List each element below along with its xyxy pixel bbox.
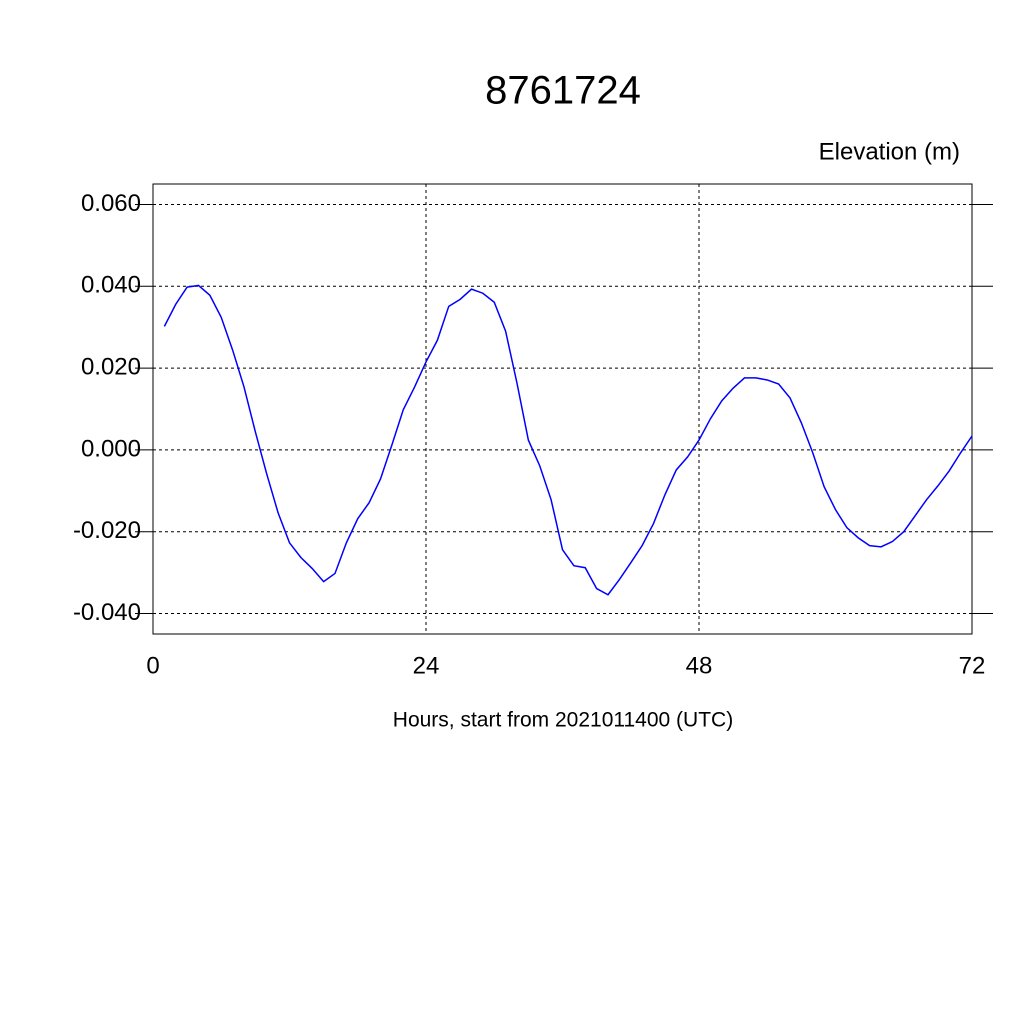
y-tick-label: 0.020 (81, 353, 141, 380)
y-tick-label: -0.020 (73, 517, 141, 544)
y-tick-label: 0.060 (81, 190, 141, 217)
x-tick-label: 0 (146, 652, 159, 679)
x-tick-label: 72 (959, 652, 986, 679)
y-axis-title: Elevation (m) (819, 138, 960, 165)
y-tick-label: -0.040 (73, 599, 141, 626)
x-axis-title: Hours, start from 2021011400 (UTC) (393, 709, 733, 732)
x-tick-label: 48 (686, 652, 713, 679)
chart-title: 8761724 (485, 69, 641, 113)
data-line (163, 284, 973, 596)
x-tick-label: 24 (413, 652, 440, 679)
plot-frame (152, 183, 973, 635)
y-tick-label: 0.000 (81, 435, 141, 462)
y-tick-label: 0.040 (81, 272, 141, 299)
